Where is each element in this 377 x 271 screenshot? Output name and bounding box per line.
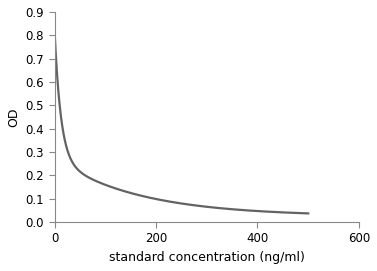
X-axis label: standard concentration (ng/ml): standard concentration (ng/ml) bbox=[109, 251, 305, 264]
Y-axis label: OD: OD bbox=[7, 107, 20, 127]
